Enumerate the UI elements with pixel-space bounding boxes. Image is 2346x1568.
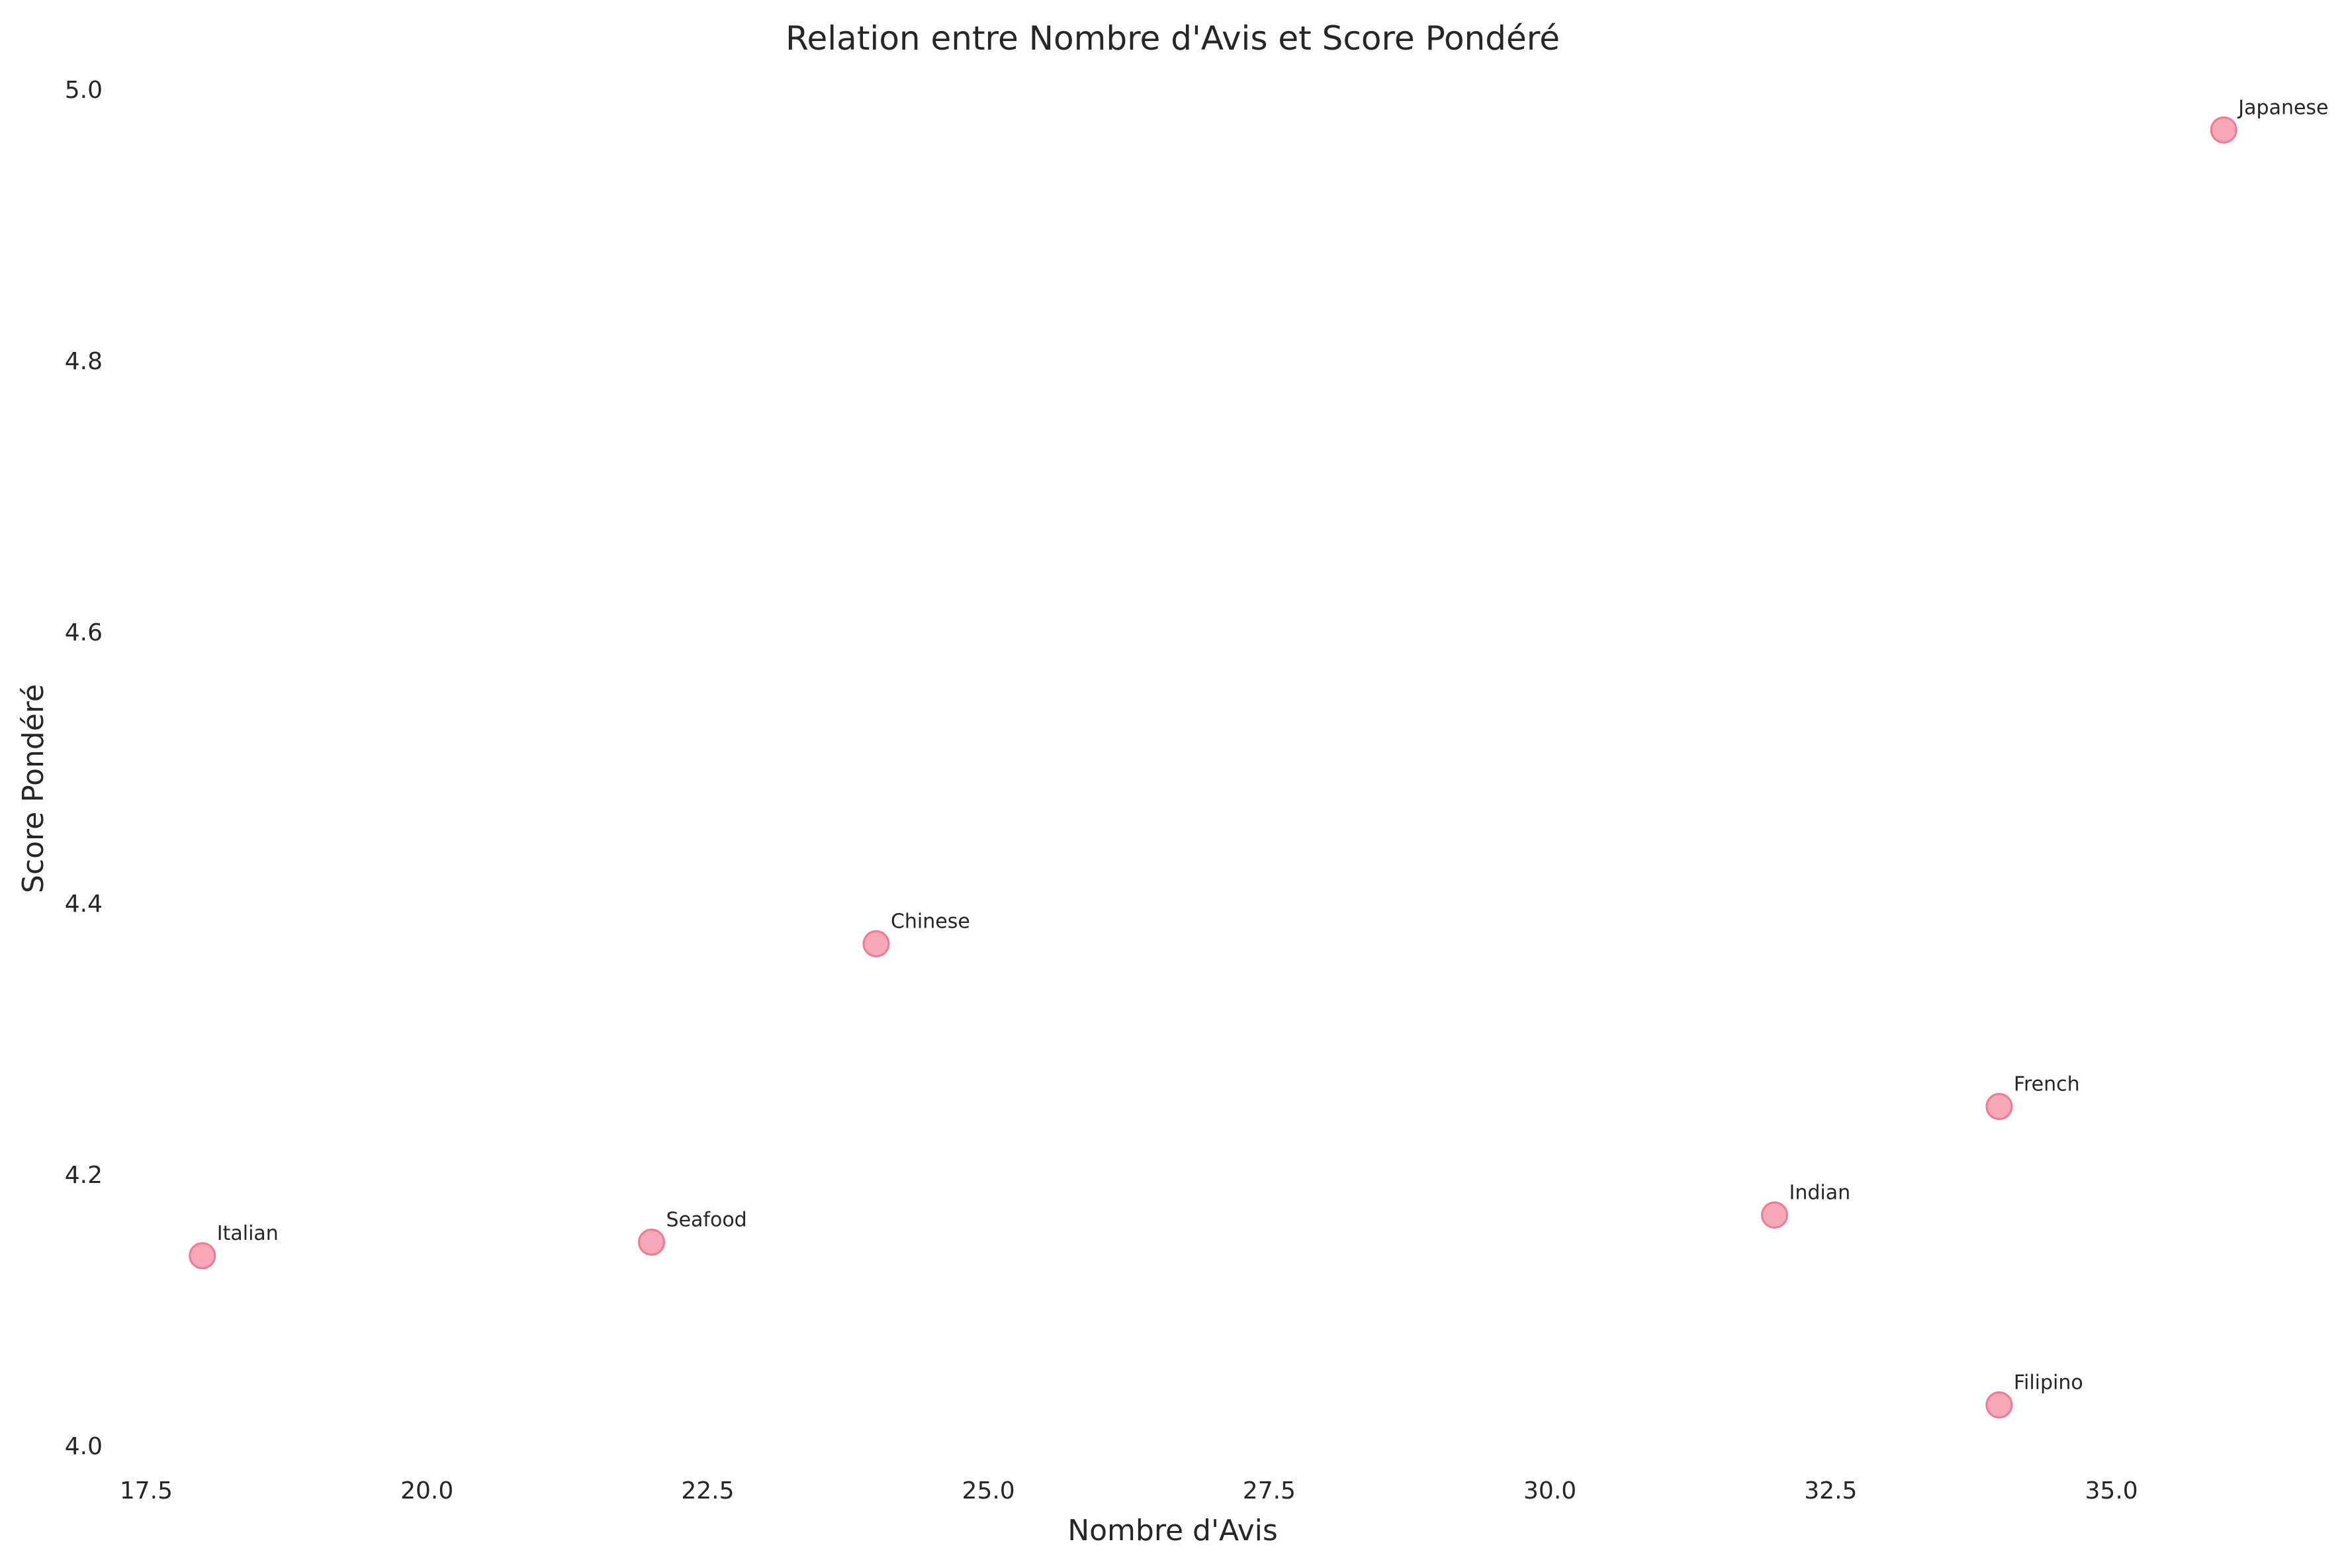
x-tick-label: 30.0 (1523, 1477, 1576, 1504)
point-label: Chinese (891, 910, 970, 934)
x-tick-label: 35.0 (2085, 1477, 2138, 1504)
point-label: Japanese (2237, 97, 2328, 120)
scatter-point (189, 1242, 216, 1270)
x-tick-label: 17.5 (120, 1477, 173, 1504)
point-label: Italian (217, 1222, 279, 1245)
scatter-point (2210, 116, 2237, 144)
chart-title: Relation entre Nombre d'Avis et Score Po… (786, 19, 1560, 58)
point-label: Seafood (666, 1209, 747, 1232)
point-label: Filipino (2014, 1372, 2083, 1395)
y-tick-label: 4.2 (65, 1162, 103, 1189)
x-tick-label: 22.5 (681, 1477, 734, 1504)
y-axis-ticks: 4.0 4.2 4.4 4.6 4.8 5.0 (65, 77, 103, 1460)
x-tick-label: 27.5 (1243, 1477, 1296, 1504)
x-tick-label: 20.0 (400, 1477, 453, 1504)
y-tick-label: 5.0 (65, 77, 103, 104)
x-axis-ticks: 17.5 20.0 22.5 25.0 27.5 30.0 32.5 35.0 (120, 1477, 2138, 1504)
y-tick-label: 4.8 (65, 348, 103, 375)
scatter-point (1985, 1093, 2013, 1120)
x-axis-label: Nombre d'Avis (1067, 1514, 1278, 1547)
y-tick-label: 4.6 (65, 619, 103, 646)
scatter-point (1985, 1391, 2013, 1418)
scatter-point (638, 1229, 666, 1256)
data-point-labels: Japanese Chinese French Indian Seafood Italia… (217, 97, 2329, 1395)
y-tick-label: 4.4 (65, 891, 103, 918)
x-tick-label: 25.0 (962, 1477, 1015, 1504)
scatter-point (1761, 1201, 1789, 1229)
point-label: Indian (1789, 1182, 1851, 1205)
point-label: French (2014, 1073, 2080, 1096)
scatter-point (862, 930, 890, 957)
x-tick-label: 32.5 (1804, 1477, 1857, 1504)
y-axis-label: Score Pondéré (17, 684, 50, 893)
data-points (189, 116, 2237, 1418)
y-tick-label: 4.0 (65, 1433, 103, 1460)
